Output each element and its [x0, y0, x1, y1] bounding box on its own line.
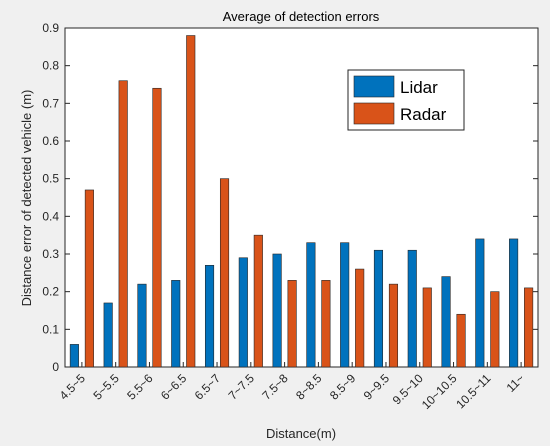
legend-swatch-lidar [353, 75, 395, 98]
bar-radar [456, 313, 466, 368]
x-tick-label: 4.5~5 [57, 371, 89, 403]
bar-lidar [373, 249, 384, 368]
bar-lidar [137, 283, 147, 368]
x-axis-label: Distance(m) [266, 426, 336, 441]
x-tick-label: 7~7.5 [226, 371, 258, 403]
bar-radar [355, 268, 365, 368]
y-tick-label: 0.2 [42, 285, 59, 299]
x-tick-label: 11~ [504, 371, 528, 395]
x-tick-label: 10.5~11 [453, 371, 493, 411]
legend-label-radar: Radar [400, 105, 447, 124]
bar-radar [152, 87, 162, 368]
bar-lidar [509, 238, 519, 368]
bar-lidar [204, 264, 215, 368]
y-axis: 0 0.1 0.2 0.3 0.4 0.5 0.6 0.7 0.8 0.9 [42, 21, 538, 374]
x-tick-label: 8~8.5 [293, 371, 325, 403]
bar-lidar [69, 344, 79, 368]
bar-lidar [171, 280, 181, 368]
bar-lidar [441, 276, 451, 368]
y-tick-label: 0.6 [42, 134, 59, 148]
bar-lidar [238, 257, 248, 368]
bar-radar [287, 280, 297, 368]
bar-radar [219, 178, 230, 368]
chart-title: Average of detection errors [223, 9, 380, 24]
bar-radar [422, 287, 432, 368]
x-axis: 4.5~5 5~5.5 5.5~6 6~6.5 6.5~7 7~7.5 7.5~8 8~8.5… [57, 362, 528, 412]
bars [69, 35, 534, 368]
x-tick-label: 9~9.5 [361, 371, 393, 403]
y-tick-label: 0.1 [42, 322, 59, 336]
plot-area [64, 27, 539, 368]
y-tick-label: 0 [52, 360, 59, 374]
bar-radar [84, 189, 94, 368]
y-tick-label: 0.8 [42, 59, 59, 73]
y-tick-label: 0.7 [42, 96, 59, 110]
legend-swatch-radar [353, 102, 395, 125]
bar-radar [490, 291, 500, 368]
y-tick-label: 0.4 [42, 209, 59, 223]
bar-radar [186, 35, 196, 368]
bar-lidar [407, 249, 417, 368]
bar-lidar [103, 302, 113, 368]
x-tick-label: 6.5~7 [192, 371, 224, 403]
x-tick-label: 10~10.5 [419, 371, 460, 412]
y-axis-label: Distance error of detected vehicle (m) [19, 90, 34, 307]
x-tick-label: 7.5~8 [259, 371, 291, 403]
bar-lidar [340, 242, 350, 368]
bar-radar [524, 287, 534, 368]
x-tick-label: 5~5.5 [90, 371, 122, 403]
bar-radar [253, 234, 263, 368]
bar-lidar [475, 238, 485, 368]
x-tick-label: 8.5~9 [327, 371, 359, 403]
bar-radar [321, 280, 331, 368]
bar-lidar [272, 253, 282, 368]
y-tick-label: 0.9 [42, 21, 59, 35]
legend: Lidar Radar [347, 69, 465, 131]
bar-radar [388, 283, 399, 368]
x-tick-label: 5.5~6 [124, 371, 156, 403]
bar-radar [118, 80, 128, 368]
y-tick-label: 0.3 [42, 247, 59, 261]
x-tick-label: 6~6.5 [158, 371, 190, 403]
y-tick-label: 0.5 [42, 172, 59, 186]
bar-lidar [306, 242, 316, 368]
legend-label-lidar: Lidar [400, 78, 438, 97]
